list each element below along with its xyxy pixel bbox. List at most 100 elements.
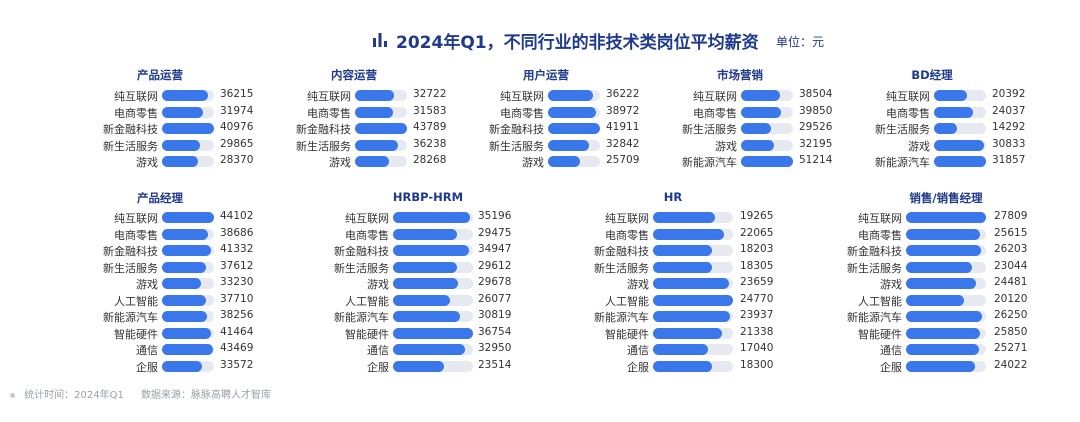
data-label: 31857: [992, 154, 1026, 167]
bar-track: [653, 311, 733, 323]
category-label: 纯互联网: [345, 212, 389, 225]
bar-track: [393, 294, 473, 306]
bar: [906, 360, 976, 372]
data-label: 29612: [478, 259, 512, 272]
bar: [393, 212, 470, 223]
data-label: 51214: [799, 154, 833, 167]
category-label: 新金融科技: [489, 123, 544, 137]
bar-track: [548, 123, 600, 135]
data-label: 24022: [994, 358, 1028, 371]
bar: [741, 156, 793, 168]
data-label: 25709: [606, 154, 640, 167]
bar-track: [906, 327, 986, 339]
data-label: 34947: [478, 243, 512, 256]
category-label: 纯互联网: [693, 90, 737, 103]
bar: [393, 344, 465, 356]
data-label: 35196: [478, 210, 512, 222]
category-label: 电商零售: [345, 228, 389, 242]
bar-track: [906, 311, 986, 323]
bar-track: [906, 294, 986, 306]
bar-track: [906, 228, 986, 240]
bar-track: [741, 156, 793, 168]
category-label: 游戏: [136, 278, 158, 292]
category-label: 纯互联网: [500, 90, 544, 103]
data-label: 40976: [220, 121, 254, 134]
data-label: 23659: [740, 276, 774, 289]
bar-chart-icon: [373, 33, 387, 47]
category-label: 纯互联网: [858, 212, 902, 225]
category-label: 游戏: [136, 156, 158, 170]
category-label: 电商零售: [693, 106, 737, 120]
bar: [162, 156, 198, 168]
category-label: 新金融科技: [847, 245, 902, 259]
bar-track: [162, 278, 214, 290]
data-label: 30833: [992, 137, 1026, 150]
bar: [393, 245, 470, 257]
bar-track: [393, 360, 473, 372]
bar: [906, 327, 981, 339]
panel-title: 产品运营: [137, 68, 183, 82]
bar-track: [548, 139, 600, 151]
bar: [653, 212, 716, 223]
bar-track: [393, 245, 473, 257]
category-label: 新生活服务: [334, 261, 389, 275]
category-label: 新金融科技: [296, 123, 351, 137]
category-label: 新金融科技: [594, 245, 649, 259]
category-label: 电商零售: [858, 228, 902, 242]
bar: [934, 139, 985, 151]
category-label: 游戏: [627, 278, 649, 292]
bar: [162, 212, 214, 223]
category-label: 纯互联网: [307, 90, 351, 103]
category-label: 新生活服务: [103, 139, 158, 153]
data-label: 32950: [478, 342, 512, 355]
data-label: 23044: [994, 259, 1028, 272]
bar-track: [162, 228, 214, 240]
bar-track: [906, 261, 986, 273]
bar: [934, 123, 958, 135]
bar: [355, 90, 394, 101]
bar-track: [393, 327, 473, 339]
data-label: 31583: [413, 104, 447, 117]
category-label: 游戏: [367, 278, 389, 292]
data-label: 26203: [994, 243, 1028, 256]
data-label: 37612: [220, 259, 254, 272]
data-label: 18305: [740, 259, 774, 272]
bar: [934, 90, 968, 101]
data-label: 32842: [606, 137, 640, 150]
category-label: 新能源汽车: [594, 311, 649, 325]
bar-track: [906, 212, 986, 223]
data-label: 31974: [220, 104, 254, 117]
data-label: 14292: [992, 121, 1026, 134]
bar-track: [653, 228, 733, 240]
bar-track: [162, 294, 214, 306]
bar: [548, 156, 580, 168]
panel-title: 内容运营: [331, 68, 377, 82]
bar: [162, 311, 208, 323]
panel-title: 市场营销: [717, 68, 763, 82]
bar: [741, 106, 782, 118]
bar: [355, 139, 399, 151]
bar: [653, 344, 709, 356]
bar: [393, 228, 458, 240]
bar: [393, 360, 445, 372]
bar-track: [355, 156, 407, 168]
data-label: 29678: [478, 276, 512, 289]
data-label: 18300: [740, 358, 774, 371]
bar: [355, 156, 389, 168]
data-label: 22065: [740, 226, 774, 239]
data-label: 18203: [740, 243, 774, 256]
bar: [653, 294, 733, 306]
bar: [162, 327, 211, 339]
bar: [162, 139, 200, 151]
category-label: 电商零售: [307, 106, 351, 120]
bar-track: [934, 123, 986, 135]
bar-track: [393, 278, 473, 290]
bullet-dot-icon: [10, 392, 15, 398]
category-label: 新金融科技: [334, 245, 389, 259]
bar: [653, 228, 725, 240]
bar-track: [162, 245, 214, 257]
data-label: 36215: [220, 88, 254, 100]
bar: [906, 294, 964, 306]
bar: [548, 90, 593, 101]
bar: [741, 90, 781, 101]
